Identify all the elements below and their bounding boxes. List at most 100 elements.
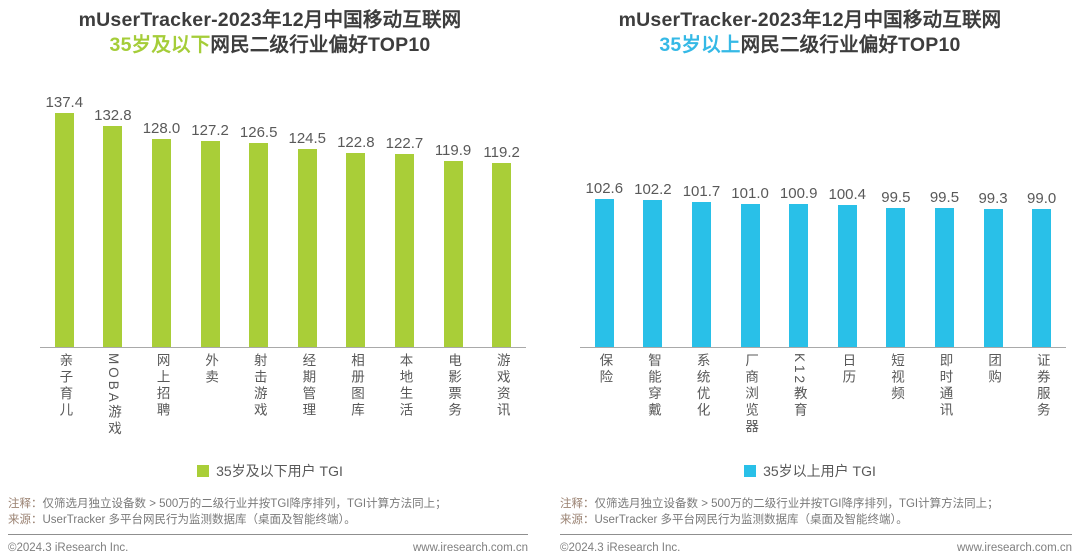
bar-value-label: 128.0 [142,120,181,137]
bar [54,113,74,347]
legend-swatch-icon [197,465,210,477]
chart-title-highlight: 35岁及以下 [109,34,211,56]
category-label-text: 系统优化 [694,353,710,419]
category-label: 相册图库 [332,353,381,455]
bar [691,202,711,347]
category-label: 游戏资讯 [477,353,526,455]
category-label-text: 外卖 [203,353,219,386]
bar-value-label: 127.2 [191,122,229,139]
legend-swatch-icon [744,465,757,477]
bar-value-label: 102.6 [585,180,624,197]
chart-title-rest: 网民二级行业偏好TOP10 [210,34,431,56]
category-label: 日历 [823,353,872,455]
bar-column: 132.8 [89,78,138,347]
bar [934,208,954,347]
category-label: 经期管理 [283,353,332,455]
category-label: 厂商浏览器 [726,353,775,455]
bar-column: 101.7 [677,78,726,347]
bar [492,163,512,347]
bar-column: 119.2 [477,78,526,347]
bar-column: 126.5 [234,78,283,347]
bar [346,153,366,347]
source-label: 来源： [8,514,43,526]
category-label: 亲子育儿 [40,353,89,455]
chart-panel-over35: mUserTracker-2023年12月中国移动互联网 35岁以上网民二级行业… [540,0,1080,559]
category-label: MOBA游戏 [89,353,138,455]
bar-chart-over35: 102.6 102.2 101.7 101.0 100.9 100.4 99.5 99.5 99… [580,78,1066,348]
bar [740,204,760,347]
category-label-text: 本地生活 [397,353,413,419]
chart-title-under35: mUserTracker-2023年12月中国移动互联网 35岁及以下网民二级行… [0,8,540,58]
category-axis-under35: 亲子育儿 MOBA游戏 网上招聘 外卖 射击游戏 经期管理 相册图库 本地生活 电影票务 游戏资讯 [40,353,526,455]
footnotes: 注释：仅筛选月独立设备数 > 500万的二级行业并按TGI降序排列，TGI计算方… [8,496,528,528]
bar-column: 99.0 [1017,78,1066,347]
category-label: 团购 [969,353,1018,455]
category-label: 电影票务 [429,353,478,455]
category-label-text: 网上招聘 [154,353,170,419]
category-label: 系统优化 [677,353,726,455]
bar [594,199,614,347]
category-label: 保险 [580,353,629,455]
category-label: 射击游戏 [234,353,283,455]
footer-left: 注释：仅筛选月独立设备数 > 500万的二级行业并按TGI降序排列，TGI计算方… [8,496,528,554]
category-label: 智能穿戴 [629,353,678,455]
category-label-text: 相册图库 [348,353,364,419]
source-text: UserTracker 多平台网民行为监测数据库（桌面及智能终端）。 [42,514,356,526]
bar-value-label: 119.2 [483,144,520,161]
bar-column: 137.4 [40,78,89,347]
bar [1032,209,1052,347]
bar-column: 128.0 [137,78,186,347]
bar-value-label: 99.3 [978,190,1008,207]
bar-column: 124.5 [283,78,332,347]
bar [983,209,1003,347]
copyright-text: ©2024.3 iResearch Inc. [8,542,129,554]
category-label-text: 团购 [986,353,1002,386]
category-label: 短视频 [872,353,921,455]
bar [151,139,171,347]
chart-panel-under35: mUserTracker-2023年12月中国移动互联网 35岁及以下网民二级行… [0,8,540,554]
bar-value-label: 122.8 [337,134,375,151]
copyright-row: ©2024.3 iResearch Inc. www.iresearch.com… [8,542,528,554]
category-label-text: K12教育 [791,353,807,420]
category-label-text: 射击游戏 [251,353,267,419]
bar-value-label: 124.5 [288,130,327,147]
bar-value-label: 102.2 [634,181,672,198]
source-line: 来源：UserTracker 多平台网民行为监测数据库（桌面及智能终端）。 [560,512,1072,528]
bar-value-label: 99.5 [929,189,960,206]
note-text: 仅筛选月独立设备数 > 500万的二级行业并按TGI降序排列，TGI计算方法同上… [42,498,447,510]
category-label-text: 亲子育儿 [57,353,73,419]
footer-divider [560,534,1072,535]
note-line: 注释：仅筛选月独立设备数 > 500万的二级行业并按TGI降序排列，TGI计算方… [8,496,528,512]
bar-value-label: 101.7 [682,183,721,200]
source-label: 来源： [560,514,595,526]
category-label-text: 电影票务 [446,353,462,419]
bar-column: 102.6 [580,78,629,347]
bar-column: 102.2 [629,78,678,347]
category-label: 证券服务 [1017,353,1066,455]
website-text: www.iresearch.com.cn [956,542,1072,554]
footer-right: 注释：仅筛选月独立设备数 > 500万的二级行业并按TGI降序排列，TGI计算方… [560,496,1072,554]
chart-title-line1: mUserTracker-2023年12月中国移动互联网 [618,9,1002,31]
note-label: 注释： [560,498,595,510]
bar-column: 127.2 [186,78,235,347]
chart-title-line2: 35岁及以下网民二级行业偏好TOP10 [0,33,540,58]
bar [443,161,463,347]
category-label: K12教育 [774,353,823,455]
bar-value-label: 99.5 [881,189,911,206]
bar-column: 122.8 [332,78,381,347]
copyright-text: ©2024.3 iResearch Inc. [560,542,681,554]
category-label: 即时通讯 [920,353,969,455]
bar [297,149,317,347]
category-label-text: 游戏资讯 [494,353,510,419]
category-label: 本地生活 [380,353,429,455]
bar [837,205,857,347]
footer-divider [8,534,528,535]
category-label-text: MOBA游戏 [105,353,121,438]
bar [249,143,269,347]
bar-value-label: 100.9 [779,185,818,202]
bar-column: 101.0 [726,78,775,347]
category-label-text: 厂商浏览器 [743,353,759,436]
source-line: 来源：UserTracker 多平台网民行为监测数据库（桌面及智能终端）。 [8,512,528,528]
bar-column: 99.5 [920,78,969,347]
chart-title-over35: mUserTracker-2023年12月中国移动互联网 35岁以上网民二级行业… [540,8,1080,58]
